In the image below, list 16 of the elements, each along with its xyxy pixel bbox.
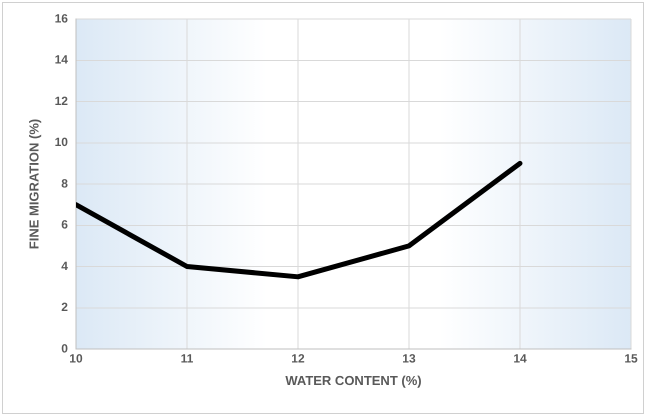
x-tick-label: 15 (624, 352, 638, 366)
y-tick-label: 8 (61, 176, 68, 190)
y-tick-label: 14 (54, 52, 68, 67)
y-tick-label: 12 (54, 94, 68, 108)
y-tick-label: 0 (61, 341, 68, 356)
y-tick-label: 16 (54, 11, 68, 26)
x-tick-label: 12 (291, 352, 305, 366)
y-tick-label: 4 (61, 258, 68, 273)
x-axis-title: WATER CONTENT (%) (285, 372, 422, 388)
x-tick-label: 11 (180, 352, 194, 366)
y-tick-label: 10 (54, 135, 68, 150)
y-tick-label: 2 (61, 300, 68, 314)
x-tick-label: 13 (402, 352, 416, 366)
y-axis-title: FINE MIGRATION (%) (26, 118, 42, 250)
x-tick-label: 14 (513, 352, 527, 366)
y-tick-label: 6 (61, 218, 68, 232)
